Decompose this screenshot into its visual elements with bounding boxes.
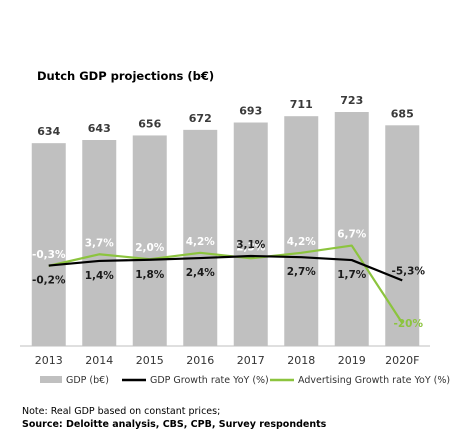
- advertising-growth-label: 6,7%: [337, 229, 367, 241]
- bar-value-label: 634: [37, 125, 60, 138]
- advertising-growth-label: 4,2%: [287, 236, 317, 248]
- source-text: Source: Deloitte analysis, CBS, CPB, Sur…: [22, 419, 327, 430]
- chart-title: Dutch GDP projections (b€): [37, 69, 215, 83]
- bar-value-label: 643: [88, 122, 111, 135]
- x-tick-label: 2019: [338, 354, 366, 367]
- bar-2013: [31, 143, 66, 346]
- bar-value-label: 685: [391, 107, 414, 120]
- x-tick-label: 2013: [35, 354, 63, 367]
- gdp-growth-label: 1,8%: [135, 269, 165, 281]
- gdp-growth-label: 2,7%: [287, 266, 317, 278]
- bar-value-label: 672: [189, 112, 212, 125]
- gdp-growth-label: 1,4%: [85, 270, 115, 282]
- x-tick-label: 2020F: [385, 354, 419, 367]
- note-text: Note: Real GDP based on constant prices;: [22, 406, 221, 417]
- gdp-growth-label: 1,7%: [337, 269, 367, 281]
- gdp-growth-label: 3,1%: [236, 239, 266, 251]
- bar-value-label: 723: [340, 94, 363, 107]
- advertising-growth-line: [48, 244, 404, 324]
- x-tick-label: 2015: [136, 354, 164, 367]
- advertising-growth-label: 4,2%: [186, 236, 216, 248]
- advertising-growth-label: 3,7%: [85, 237, 115, 249]
- gdp-growth-label: -5,3%: [392, 265, 426, 277]
- bar-value-label: 693: [239, 105, 262, 118]
- bar-2017: [233, 122, 268, 346]
- gdp-growth-label: -0,2%: [32, 275, 66, 287]
- x-tick-label: 2014: [85, 354, 113, 367]
- bar-2020F: [385, 125, 420, 346]
- bar-value-label: 656: [138, 117, 161, 130]
- bar-value-label: 711: [290, 98, 313, 111]
- legend-label-gdp-growth: GDP Growth rate YoY (%): [150, 375, 269, 386]
- advertising-growth-label: 2,0%: [135, 242, 165, 254]
- chart-svg: 634 2013 643 2014 656 2015 672 2016 693 2017 711 20…: [20, 94, 450, 386]
- advertising-growth-label: 2,3%: [236, 241, 266, 253]
- advertising-growth-label: -20%: [394, 318, 424, 330]
- bar-2016: [183, 129, 218, 346]
- legend-swatch-gdp: [40, 376, 62, 383]
- bar-2014: [82, 140, 117, 346]
- advertising-growth-label: -0,3%: [32, 249, 66, 261]
- gdp-growth-line: [48, 254, 403, 282]
- legend-label-advertising-growth: Advertising Growth rate YoY (%): [298, 375, 450, 386]
- gdp-growth-label: 2,4%: [186, 267, 216, 279]
- bar-2018: [284, 116, 319, 346]
- x-tick-label: 2016: [186, 354, 214, 367]
- x-tick-label: 2018: [287, 354, 315, 367]
- bar-2019: [334, 112, 369, 346]
- bar-2015: [132, 135, 167, 346]
- footnote: Note: Real GDP based on constant prices;…: [22, 405, 326, 431]
- legend-label-gdp: GDP (b€): [66, 375, 109, 386]
- x-tick-label: 2017: [237, 354, 265, 367]
